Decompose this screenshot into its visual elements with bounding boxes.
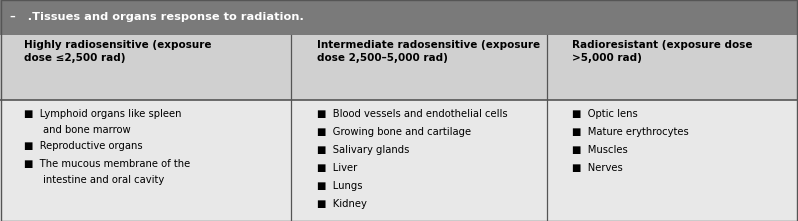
Text: Highly radiosensitive (exposure
dose ≤2,500 rad): Highly radiosensitive (exposure dose ≤2,… [24, 40, 211, 63]
Text: Radioresistant (exposure dose
>5,000 rad): Radioresistant (exposure dose >5,000 rad… [572, 40, 753, 63]
Text: ■  Kidney: ■ Kidney [317, 199, 367, 209]
Text: ■  Nerves: ■ Nerves [572, 163, 623, 173]
Text: ■  Salivary glands: ■ Salivary glands [317, 145, 409, 155]
Text: ■  Liver: ■ Liver [317, 163, 357, 173]
Text: ■  Reproductive organs: ■ Reproductive organs [24, 141, 143, 151]
Text: ■  Growing bone and cartilage: ■ Growing bone and cartilage [317, 127, 471, 137]
Text: intestine and oral cavity: intestine and oral cavity [43, 175, 164, 185]
Text: and bone marrow: and bone marrow [43, 125, 131, 135]
Text: ■  Muscles: ■ Muscles [572, 145, 628, 155]
Text: ■  Mature erythrocytes: ■ Mature erythrocytes [572, 127, 689, 137]
FancyBboxPatch shape [0, 35, 798, 100]
Text: ■  Lungs: ■ Lungs [317, 181, 362, 191]
Text: ■  Blood vessels and endothelial cells: ■ Blood vessels and endothelial cells [317, 109, 508, 118]
Text: ■  Optic lens: ■ Optic lens [572, 109, 638, 118]
Text: –   .Tissues and organs response to radiation.: – .Tissues and organs response to radiat… [10, 12, 304, 23]
FancyBboxPatch shape [0, 0, 798, 35]
Text: Intermediate radosensitive (exposure
dose 2,500–5,000 rad): Intermediate radosensitive (exposure dos… [317, 40, 540, 63]
FancyBboxPatch shape [0, 100, 798, 221]
Text: ■  Lymphoid organs like spleen: ■ Lymphoid organs like spleen [24, 109, 181, 118]
Text: ■  The mucous membrane of the: ■ The mucous membrane of the [24, 159, 190, 169]
